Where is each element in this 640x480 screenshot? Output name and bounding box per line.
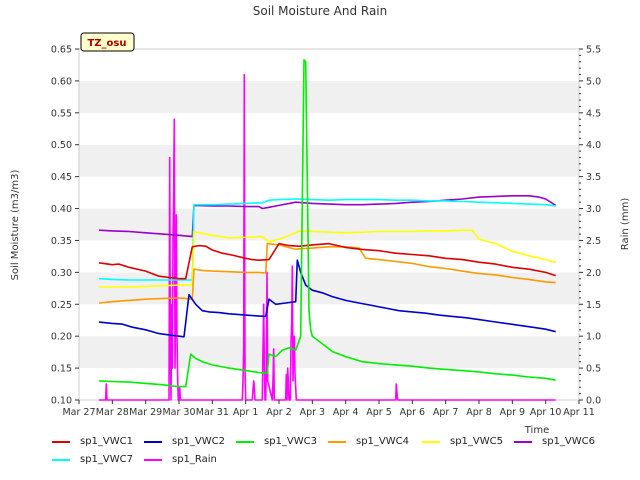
y-tick-label: 0.15: [51, 364, 72, 375]
y2-tick-label: 0.0: [586, 396, 601, 407]
x-tick-label: Apr 10: [530, 407, 562, 418]
x-tick-label: Mar 30: [162, 407, 195, 418]
grid-band: [79, 304, 579, 337]
x-tick-label: Apr 5: [366, 407, 392, 418]
y-tick-label: 0.30: [51, 268, 72, 279]
y-tick-label: 0.50: [51, 140, 72, 151]
axes-layer: 0.100.150.200.250.300.350.400.450.500.55…: [51, 45, 601, 419]
x-tick-label: Apr 7: [433, 407, 459, 418]
legend-item-sp1-vwc6: sp1_VWC6: [514, 436, 595, 447]
grid-band: [79, 336, 579, 369]
y2-tick-label: 3.5: [586, 172, 601, 183]
y-tick-label: 0.40: [51, 204, 72, 215]
x-tick-label: Apr 1: [233, 407, 259, 418]
series-line-sp1-vwc2: [98, 259, 556, 338]
legend-item-sp1-vwc3: sp1_VWC3: [236, 436, 317, 447]
x-tick-label: Apr 6: [400, 407, 426, 418]
legend-item-sp1-vwc5: sp1_VWC5: [422, 436, 503, 447]
series-line-sp1-vwc3: [98, 58, 556, 388]
legend-swatch: [514, 440, 532, 443]
legend-swatch: [52, 440, 70, 443]
plot-background-bands: [79, 49, 579, 400]
x-tick-label: Apr 11: [563, 407, 595, 418]
y2-tick-label: 3.0: [586, 204, 601, 215]
y-tick-label: 0.25: [51, 300, 72, 311]
legend-item-sp1-rain: sp1_Rain: [144, 454, 217, 465]
y-tick-label: 0.35: [51, 236, 72, 247]
y2-tick-label: 5.5: [586, 45, 601, 56]
y2-axis-label: Rain (mm): [620, 198, 631, 251]
x-tick-label: Mar 29: [129, 407, 162, 418]
x-axis-label: Time: [524, 425, 549, 436]
y2-tick-label: 1.0: [586, 332, 601, 343]
legend-swatch: [236, 440, 254, 443]
series-line-sp1-vwc5: [99, 229, 556, 288]
legend-label: sp1_VWC7: [80, 454, 133, 465]
x-tick-label: Mar 28: [96, 407, 129, 418]
x-tick-label: Apr 9: [500, 407, 526, 418]
y-tick-label: 0.20: [51, 332, 72, 343]
legend-label: sp1_Rain: [172, 454, 217, 465]
y2-tick-label: 4.0: [586, 140, 601, 151]
y-tick-label: 0.55: [51, 108, 72, 119]
grid-band: [79, 49, 579, 81]
legend-item-sp1-vwc4: sp1_VWC4: [328, 436, 409, 447]
y2-tick-label: 1.5: [586, 300, 601, 311]
legend-label: sp1_VWC6: [542, 436, 595, 447]
x-tick-label: Mar 27: [62, 407, 95, 418]
x-tick-label: Apr 2: [266, 407, 292, 418]
site-label-box: TZ_osu: [80, 32, 135, 52]
legend-label: sp1_VWC2: [172, 436, 225, 447]
series-line-sp1-vwc6: [98, 195, 557, 238]
y-axis-label: Soil Moisture (m3/m3): [10, 170, 21, 281]
legend-item-sp1-vwc1: sp1_VWC1: [52, 436, 133, 447]
grid-band: [79, 112, 579, 145]
y-tick-label: 0.60: [51, 76, 72, 87]
series-layer: [98, 58, 557, 401]
legend-label: sp1_VWC1: [80, 436, 133, 447]
site-label: TZ_osu: [87, 38, 126, 49]
x-tick-label: Apr 4: [333, 407, 359, 418]
legend-swatch: [328, 440, 346, 443]
y-tick-label: 0.10: [51, 396, 72, 407]
series-line-sp1-vwc1: [98, 242, 556, 280]
y-tick-label: 0.45: [51, 172, 72, 183]
legend-item-sp1-vwc2: sp1_VWC2: [144, 436, 225, 447]
legend-label: sp1_VWC4: [356, 436, 409, 447]
legend-swatch: [52, 458, 70, 461]
legend-item-sp1-vwc7: sp1_VWC7: [52, 454, 133, 465]
legend-swatch: [422, 440, 440, 443]
grid-band: [79, 208, 579, 241]
y-tick-label: 0.65: [51, 45, 72, 56]
y2-tick-label: 2.5: [586, 236, 601, 247]
y2-tick-label: 0.5: [586, 364, 601, 375]
x-tick-label: Apr 3: [300, 407, 326, 418]
x-tick-label: Apr 8: [466, 407, 492, 418]
y2-tick-label: 2.0: [586, 268, 601, 279]
y2-tick-label: 4.5: [586, 108, 601, 119]
series-line-sp1-vwc7: [98, 198, 556, 281]
legend-swatch: [144, 458, 162, 461]
chart-title: Soil Moisture And Rain: [253, 4, 388, 18]
legend-label: sp1_VWC5: [450, 436, 503, 447]
series-line-sp1-rain: [99, 73, 556, 401]
grid-band: [79, 80, 579, 113]
y2-tick-label: 5.0: [586, 76, 601, 87]
grid-band: [79, 240, 579, 273]
legend-label: sp1_VWC3: [264, 436, 317, 447]
grid-band: [79, 144, 579, 177]
x-tick-label: Mar 31: [196, 407, 229, 418]
legend-swatch: [144, 440, 162, 443]
